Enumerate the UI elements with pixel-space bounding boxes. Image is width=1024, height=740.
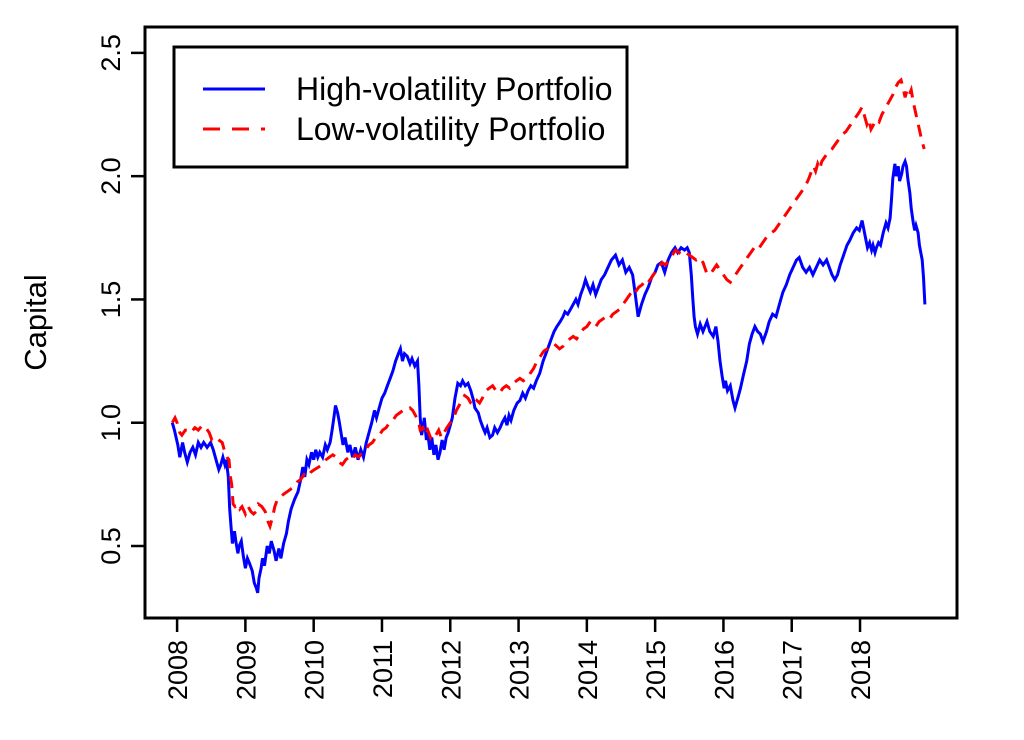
x-axis: 2008 2009 2010 2011 2012 2013 2014 2015 2016 2017…	[163, 618, 876, 700]
series-line-low-volatility-portfolio	[170, 77, 926, 531]
y-tick-label: 2.0	[96, 157, 126, 195]
x-tick-label: 2013	[505, 640, 535, 700]
x-tick-label: 2009	[231, 640, 261, 700]
y-axis: 0.5 1.0 1.5 2.0 2.5	[96, 34, 145, 565]
y-tick-label: 2.5	[96, 34, 126, 72]
x-tick-label: 2017	[778, 640, 808, 700]
y-axis-title: Capital	[18, 274, 53, 371]
y-tick-label: 1.5	[96, 281, 126, 319]
x-tick-label: 2014	[573, 640, 603, 700]
x-tick-label: 2010	[300, 640, 330, 700]
series	[170, 77, 927, 594]
x-tick-label: 2015	[641, 640, 671, 700]
legend-box	[172, 45, 629, 169]
legend-entry-label: High-volatility Portfolio	[296, 71, 613, 107]
x-tick-label: 2008	[163, 640, 193, 700]
x-tick-label: 2011	[368, 640, 398, 698]
legend-entry-label: Low-volatility Portfolio	[296, 111, 605, 147]
x-tick-label: 2016	[709, 640, 739, 700]
series-line-high-volatility-portfolio	[170, 156, 927, 594]
plot-frame	[143, 25, 959, 620]
y-tick-label: 0.5	[96, 527, 126, 565]
x-tick-label: 2018	[846, 640, 876, 700]
legend: High-volatility Portfolio Low-volatility …	[172, 45, 629, 169]
y-tick-label: 1.0	[96, 404, 126, 442]
x-tick-label: 2012	[436, 640, 466, 700]
